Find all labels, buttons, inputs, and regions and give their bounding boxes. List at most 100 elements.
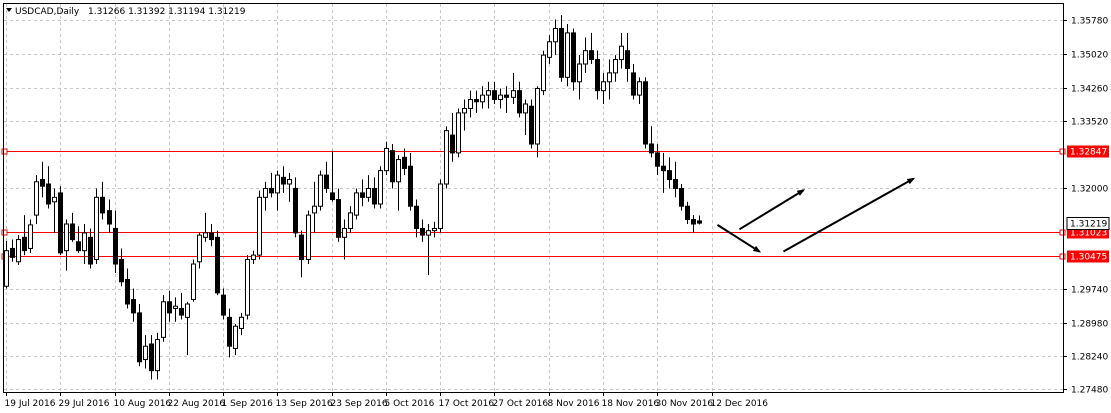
candle-body-down: [474, 99, 479, 103]
candle: [504, 86, 509, 113]
candle: [131, 288, 136, 322]
candles: [4, 15, 702, 380]
candle: [275, 170, 280, 211]
candle-body-down: [691, 219, 696, 225]
candle-body-down: [58, 192, 63, 254]
candle-body-down: [179, 307, 184, 316]
candle: [414, 199, 419, 238]
candle: [511, 72, 516, 104]
candle-body-down: [559, 27, 564, 78]
candle-body-up: [287, 179, 292, 185]
x-tick-label: 30 Nov 2016: [656, 399, 714, 409]
candle: [88, 228, 93, 269]
level-price-tag: [1067, 250, 1109, 263]
y-tick-label: 1.35020: [1071, 51, 1108, 61]
candle-body-up: [251, 254, 256, 261]
candle: [625, 32, 630, 82]
candle: [336, 188, 341, 242]
candle-body-up: [263, 187, 268, 198]
y-tick-label: 1.32000: [1071, 185, 1108, 195]
candle: [535, 86, 540, 158]
candle: [432, 221, 437, 238]
candle: [390, 144, 395, 189]
candle-body-up: [523, 103, 528, 114]
candle: [607, 59, 612, 100]
level-anchor-left[interactable]: [1, 148, 8, 155]
trend-arrow[interactable]: [782, 177, 916, 253]
candle: [251, 250, 256, 264]
candle-body-up: [583, 50, 588, 65]
candle: [263, 181, 268, 211]
candle-body-up: [486, 90, 491, 96]
y-tick-label: 1.35780: [1071, 17, 1108, 27]
candle: [565, 24, 570, 87]
candle: [107, 199, 112, 233]
y-tick-label: 1.33520: [1071, 118, 1108, 128]
candle: [384, 141, 389, 176]
candle-body-down: [649, 143, 654, 154]
y-tick-label: 1.28240: [1071, 353, 1108, 363]
candle-body-down: [209, 232, 214, 241]
candle-body-down: [661, 165, 666, 172]
level-anchor-left[interactable]: [1, 229, 8, 236]
level-anchor-right[interactable]: [1059, 253, 1066, 260]
candle: [227, 308, 232, 358]
candle-body-up: [233, 325, 238, 349]
candle-body-up: [312, 205, 317, 214]
plot-frame: [3, 3, 1064, 393]
candle-body-up: [161, 301, 166, 338]
candle-body-up: [342, 227, 347, 238]
level-anchor-right[interactable]: [1059, 229, 1066, 236]
candle: [197, 232, 202, 269]
candle: [239, 312, 244, 336]
level-anchor-right[interactable]: [1059, 148, 1066, 155]
x-tick-label: 22 Aug 2016: [168, 399, 226, 409]
trend-arrow[interactable]: [738, 189, 806, 231]
candle-body-down: [76, 241, 81, 252]
candle: [173, 297, 178, 322]
candle-body-down: [679, 187, 684, 207]
candle-body-up: [378, 170, 383, 205]
y-tick-label: 1.28980: [1071, 320, 1108, 330]
candle-body-down: [215, 236, 220, 294]
candle-body-down: [293, 187, 298, 234]
candle-body-up: [52, 196, 57, 203]
trend-arrow[interactable]: [716, 224, 762, 253]
candle-body-down: [667, 170, 672, 181]
candle: [58, 186, 63, 256]
dropdown-triangle-icon[interactable]: [6, 8, 12, 12]
ohlc-header: 1.31266 1.31392 1.31194 1.31219: [88, 7, 246, 17]
candle-body-up: [444, 130, 449, 185]
candle: [64, 219, 69, 271]
candle: [245, 255, 250, 320]
candle-body-up: [94, 196, 99, 261]
candle: [4, 240, 9, 289]
candle: [167, 290, 172, 322]
candle: [571, 28, 576, 91]
candle-body-down: [149, 343, 154, 372]
candle-body-up: [511, 90, 516, 98]
candle-body-up: [143, 345, 148, 361]
candle-body-down: [46, 183, 51, 205]
candle-body-up: [498, 94, 503, 101]
candle-body-down: [269, 187, 274, 194]
candle-body-down: [697, 220, 702, 224]
candle-body-up: [306, 214, 311, 261]
candle-body-up: [34, 181, 39, 216]
candle-body-up: [601, 81, 606, 92]
x-tick-label: 10 Aug 2016: [114, 399, 172, 409]
candle-body-down: [137, 312, 142, 363]
candle-body-up: [438, 183, 443, 229]
candle-body-up: [16, 239, 21, 263]
candle: [191, 259, 196, 302]
candle: [679, 184, 684, 211]
level-price-tag: [1067, 145, 1109, 158]
current-price-tag: [1066, 217, 1110, 230]
candle: [553, 19, 558, 56]
candle: [209, 224, 214, 247]
candle-body-up: [384, 147, 389, 172]
candle-body-up: [553, 27, 558, 43]
candle: [16, 235, 21, 265]
